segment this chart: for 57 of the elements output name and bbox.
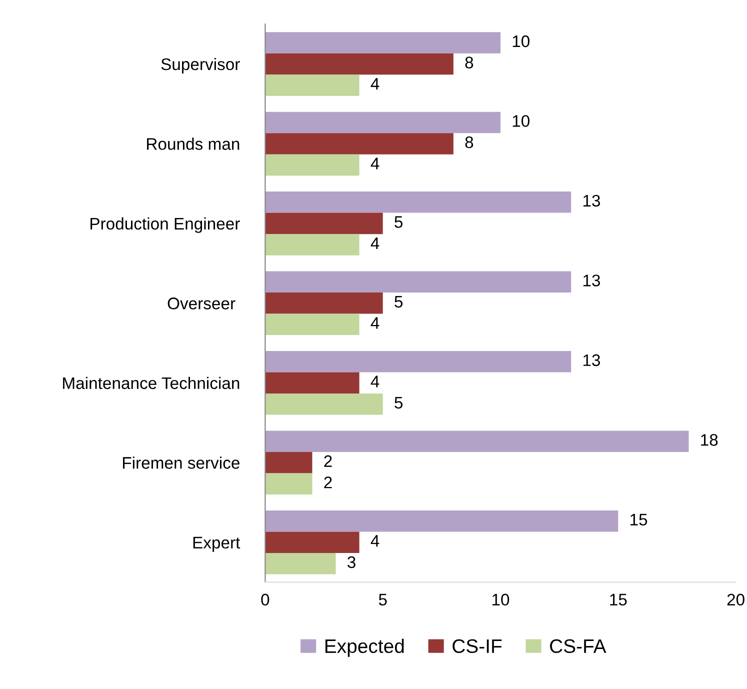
y-tick-label: Firemen service (123, 456, 240, 469)
data-label: 8 (465, 56, 474, 68)
x-tick-label: 10 (492, 594, 510, 606)
data-label: 13 (583, 274, 600, 286)
bar (265, 372, 360, 394)
bar (265, 112, 500, 134)
y-tick-label: Maintenance Technician (63, 376, 240, 390)
bar (265, 234, 360, 256)
bar (265, 350, 572, 372)
bar (265, 192, 572, 213)
bar (265, 510, 618, 532)
bar (265, 133, 454, 154)
data-label: 13 (583, 194, 600, 207)
x-tick-label: 0 (261, 594, 270, 606)
bar (265, 154, 360, 176)
data-label: 4 (370, 535, 380, 547)
legend-label: Expected (325, 638, 404, 657)
legend-label: CS-FA (550, 639, 606, 654)
bar (265, 452, 312, 474)
x-tick-label: 20 (727, 594, 744, 606)
bar (265, 314, 360, 336)
bar (265, 74, 360, 96)
data-label: 18 (701, 434, 718, 446)
bar (265, 430, 689, 452)
y-tick-label: Production Engineer (90, 217, 240, 233)
data-label: 3 (348, 556, 356, 568)
data-label: 10 (512, 115, 530, 127)
data-label: 10 (512, 35, 530, 48)
legend-label: CS-IF (452, 639, 502, 654)
bar (265, 473, 312, 495)
data-label: 2 (324, 455, 332, 467)
data-label: 5 (394, 296, 403, 308)
data-label: 5 (394, 396, 403, 409)
y-tick-label: Rounds man (147, 138, 240, 150)
data-label: 8 (465, 136, 474, 148)
x-tick-label: 5 (378, 594, 387, 606)
data-label: 4 (370, 158, 380, 170)
x-tick-label: 15 (610, 594, 627, 606)
bar (265, 292, 383, 314)
bar (265, 212, 383, 234)
data-label: 5 (394, 216, 403, 228)
bar (265, 552, 336, 574)
data-label: 4 (370, 317, 380, 329)
bar (265, 32, 500, 54)
bar (265, 271, 572, 293)
y-tick-label: Overseer (168, 298, 236, 310)
y-tick-label: Supervisor (161, 58, 240, 74)
data-label: 2 (324, 476, 332, 488)
bar (265, 53, 454, 75)
bar (265, 394, 383, 415)
data-label: 15 (630, 514, 648, 526)
bar (265, 532, 360, 553)
data-label: 13 (583, 354, 600, 366)
data-label: 4 (370, 376, 380, 388)
data-label: 4 (370, 78, 380, 90)
data-label: 4 (370, 238, 380, 250)
y-tick-label: Expert (193, 536, 240, 552)
